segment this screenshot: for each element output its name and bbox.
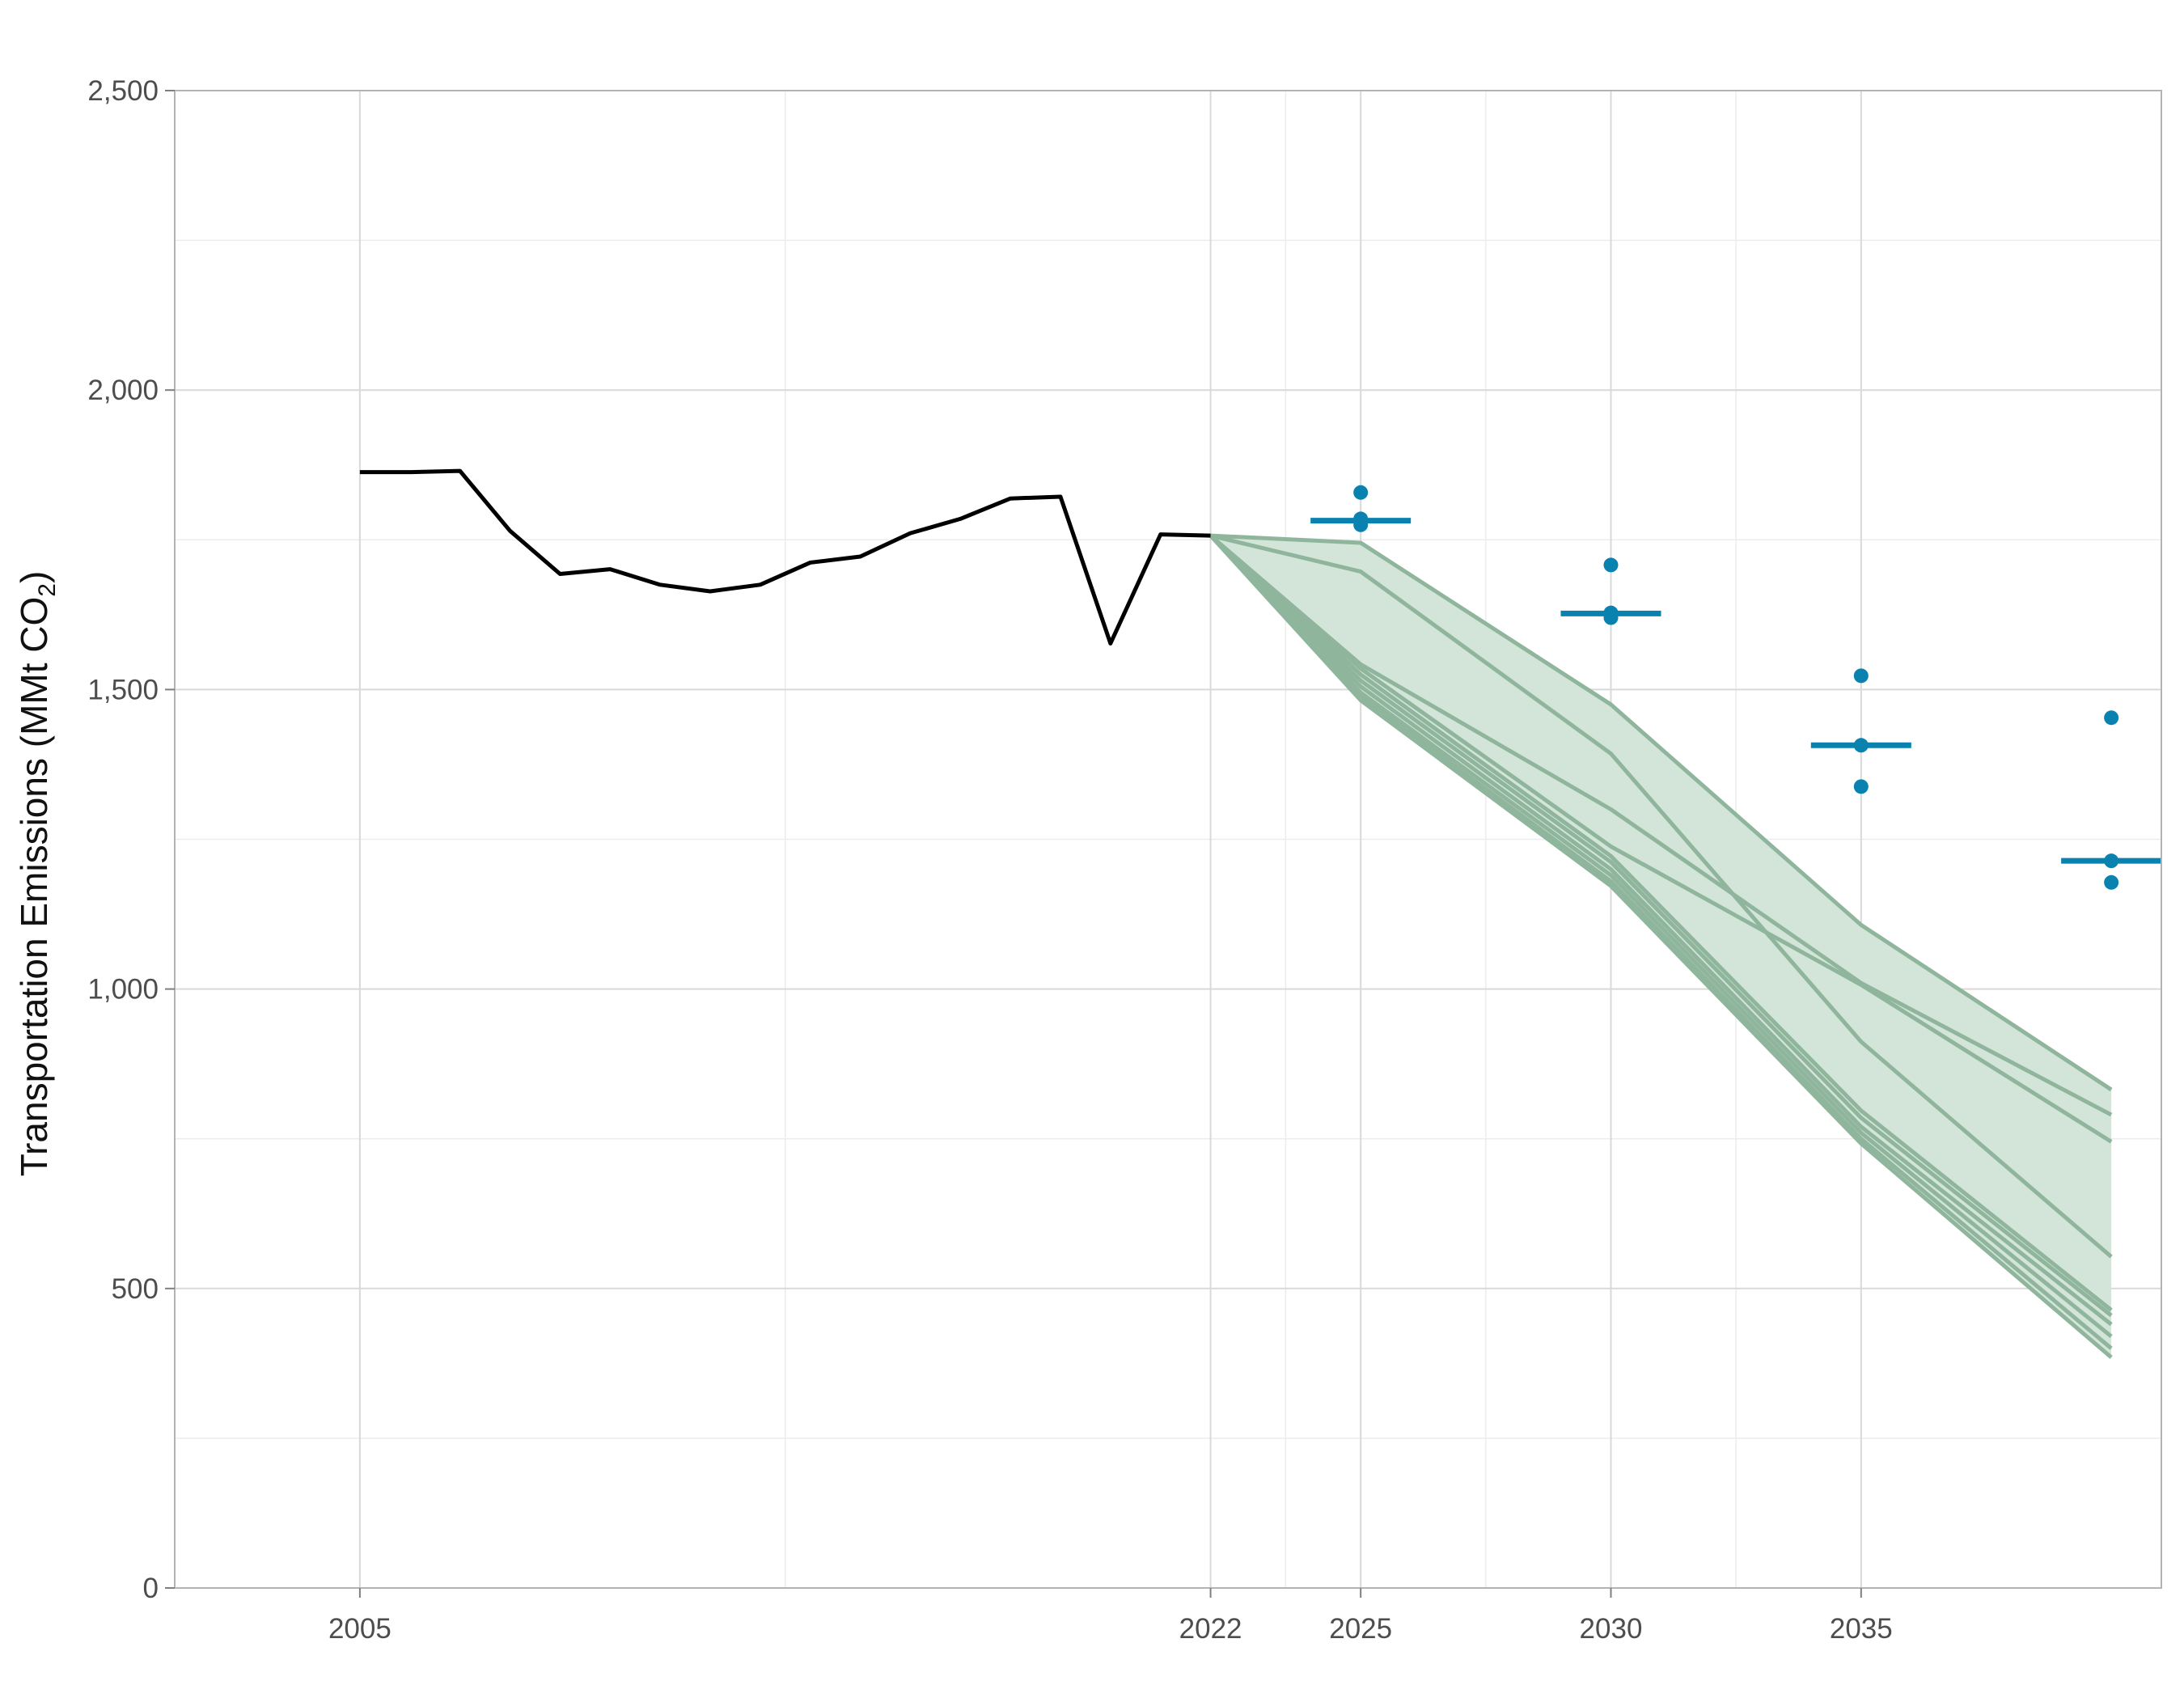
target-markers xyxy=(1310,485,2162,890)
target-point xyxy=(1603,610,1619,625)
scenario-line xyxy=(1208,534,2113,1144)
target-point xyxy=(1353,485,1369,500)
y-tick-label: 500 xyxy=(112,1273,159,1305)
target-point xyxy=(1853,738,1869,753)
axes xyxy=(165,90,2162,1598)
y-axis-title-main: Transportation Emissions (MMt CO xyxy=(13,597,55,1177)
tick-labels: 0 500 1,000 1,500 2,000 2,500 2005 2022 2025 2030… xyxy=(87,75,1892,1645)
y-axis-title: Transportation Emissions (MMt CO2) xyxy=(13,571,61,1177)
x-tick-label: 2035 xyxy=(1830,1613,1893,1645)
target-point xyxy=(1853,668,1869,684)
target-point xyxy=(2104,874,2119,890)
scenario-line xyxy=(1208,534,2113,1327)
x-tick-label: 2025 xyxy=(1329,1613,1392,1645)
target-point xyxy=(1603,557,1619,573)
y-axis-title-subscript: 2 xyxy=(34,583,61,597)
target-point xyxy=(2104,710,2119,726)
y-axis-title-close: ) xyxy=(13,571,55,583)
y-tick-label: 2,000 xyxy=(87,375,159,406)
y-tick-label: 2,500 xyxy=(87,75,159,107)
scenario-line xyxy=(1208,534,2113,1312)
target-point xyxy=(2104,853,2119,869)
y-tick-label: 0 xyxy=(143,1573,159,1604)
x-tick-label: 2005 xyxy=(328,1613,392,1645)
x-tick-label: 2022 xyxy=(1179,1613,1242,1645)
scenario-line xyxy=(1208,534,2113,1117)
scenario-line xyxy=(1208,534,2113,1318)
historical-series xyxy=(359,468,1211,646)
grid-lines xyxy=(175,90,2161,1589)
plot-border xyxy=(174,90,2162,1589)
y-tick-label: 1,000 xyxy=(87,974,159,1006)
scenario-line xyxy=(1208,534,2113,1359)
scenario-lines xyxy=(1208,533,2113,1359)
target-point xyxy=(1853,779,1869,794)
historical-line xyxy=(359,468,1211,646)
x-tick-label: 2030 xyxy=(1580,1613,1643,1645)
target-point xyxy=(1353,517,1369,532)
scenario-line xyxy=(1210,533,2113,1259)
y-tick-label: 1,500 xyxy=(87,674,159,705)
scenario-line xyxy=(1210,533,2113,1092)
